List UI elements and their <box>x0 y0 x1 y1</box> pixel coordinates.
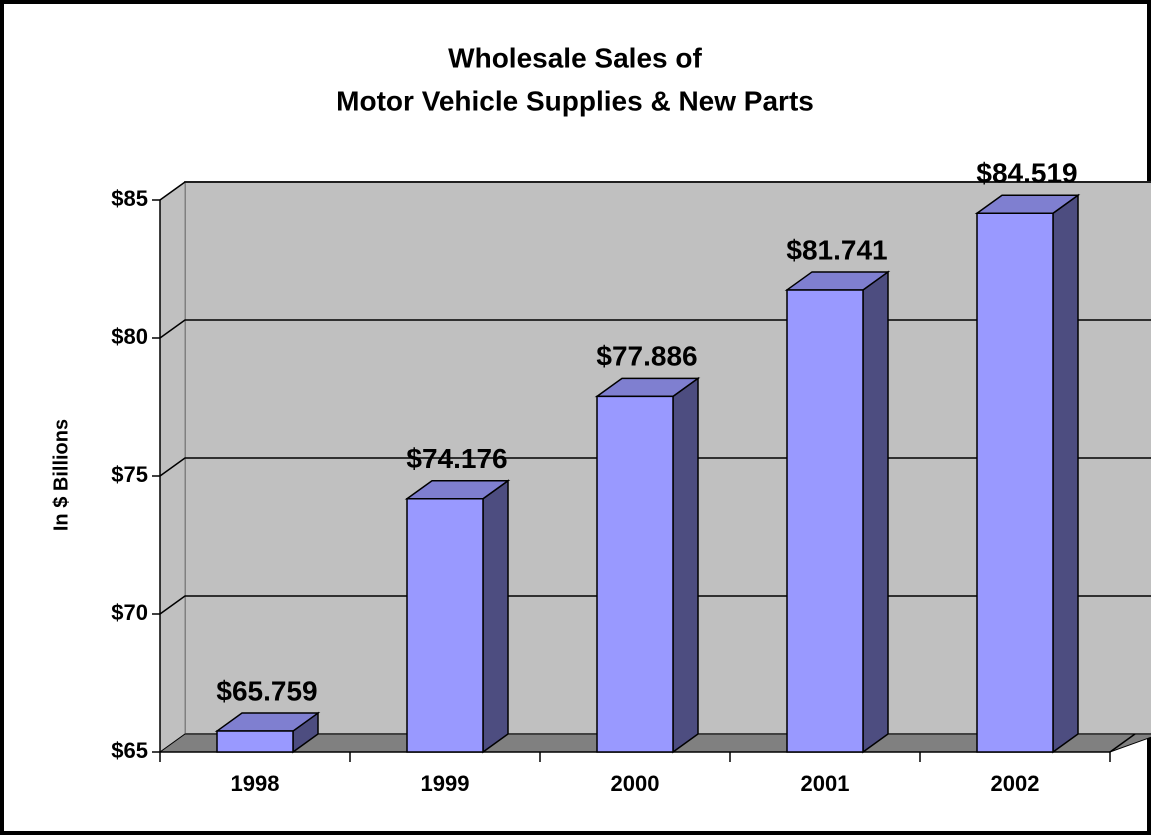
value-label: $84.519 <box>976 158 1077 189</box>
bar-side <box>672 376 699 754</box>
bar <box>974 193 1081 754</box>
grid-line <box>159 181 1151 201</box>
x-tick-label: 2001 <box>801 771 850 796</box>
bar-side <box>482 479 509 754</box>
bar-side <box>862 270 889 754</box>
value-label: $81.741 <box>786 234 887 265</box>
bar-front <box>216 730 294 753</box>
x-tick-label: 2002 <box>991 771 1040 796</box>
bar <box>214 711 321 754</box>
value-label: $77.886 <box>596 341 697 372</box>
y-tick-label: $85 <box>111 186 148 211</box>
bar-front <box>976 212 1054 753</box>
bar-front <box>406 497 484 753</box>
y-tick-label: $75 <box>111 462 148 487</box>
bar <box>594 376 701 754</box>
y-tick-label: $70 <box>111 600 148 625</box>
y-tick-label: $80 <box>111 324 148 349</box>
bar <box>404 479 511 754</box>
bar <box>784 270 891 754</box>
y-tick-label: $65 <box>111 738 148 763</box>
bar-side <box>1052 193 1079 754</box>
x-tick-label: 2000 <box>611 771 660 796</box>
y-axis-label: In $ Billions <box>50 419 72 531</box>
chart-title: Wholesale Sales of <box>448 42 702 73</box>
x-tick-label: 1999 <box>421 771 470 796</box>
x-tick-label: 1998 <box>231 771 280 796</box>
bar-front <box>596 395 674 753</box>
chart-title: Motor Vehicle Supplies & New Parts <box>336 85 814 116</box>
bar-front <box>786 289 864 753</box>
value-label: $74.176 <box>406 443 507 474</box>
x-axis-depth <box>1109 733 1136 753</box>
value-label: $65.759 <box>216 675 317 706</box>
